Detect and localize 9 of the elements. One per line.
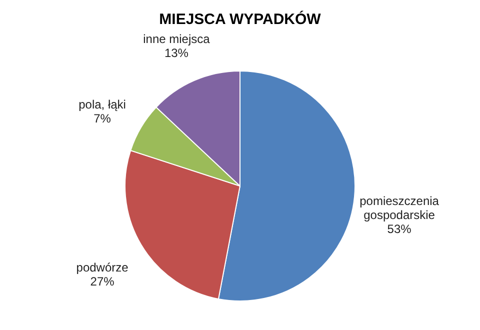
data-label: 7% [94, 112, 112, 126]
slice-label: inne miejsca [143, 32, 210, 46]
data-label: 13% [164, 46, 189, 60]
slice-label: pola, łąki [78, 98, 126, 112]
slice-label: podwórze [76, 260, 129, 274]
chart-title: MIEJSCA WYPADKÓW [159, 10, 322, 28]
data-label: 27% [90, 274, 115, 288]
data-label: 53% [387, 222, 412, 236]
slice-label: pomieszczenia gospodarskie [360, 194, 440, 222]
